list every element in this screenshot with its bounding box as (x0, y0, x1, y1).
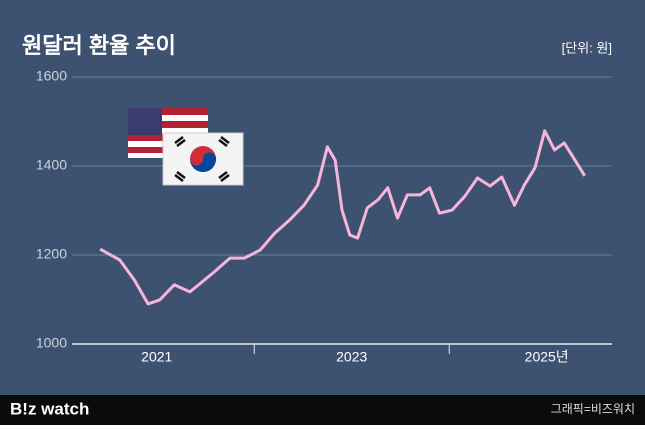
x-tick-label: 2021 (141, 349, 172, 365)
plot: 1000 1200 1400 1600 2021 2023 2025년 (36, 68, 612, 365)
y-tick-label: 1600 (36, 68, 67, 84)
x-tick-label: 2023 (336, 349, 367, 365)
y-tick-label: 1400 (36, 157, 67, 173)
chart-title: 원달러 환율 추이 (22, 33, 176, 58)
footer (0, 395, 645, 425)
flags (128, 108, 244, 186)
unit-label: [단위: 원] (562, 40, 612, 55)
y-tick-label: 1000 (36, 335, 67, 351)
credit: 그래픽=비즈워치 (551, 402, 635, 416)
y-tick-label: 1200 (36, 246, 67, 262)
line (99, 129, 586, 306)
x-tick-label: 2025년 (525, 349, 569, 365)
brand: B!z watch (10, 399, 89, 418)
